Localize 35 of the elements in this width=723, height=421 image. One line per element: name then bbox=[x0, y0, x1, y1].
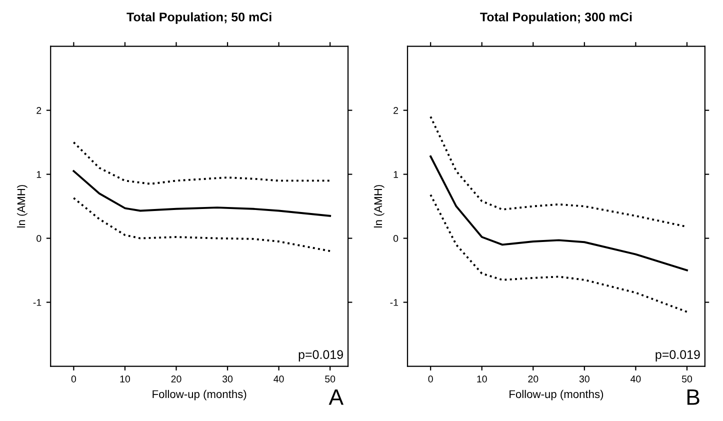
x-tick-label: 40 bbox=[274, 376, 284, 382]
chart-title: Total Population; 50 mCi bbox=[126, 12, 272, 24]
annotation: p=0.019 bbox=[656, 350, 700, 362]
y-tick-label: 2 bbox=[394, 107, 398, 114]
y-tick-label: 0 bbox=[393, 235, 398, 242]
y-axis-title: ln (AMH) bbox=[374, 185, 384, 228]
y-tick-label: -1 bbox=[390, 299, 398, 306]
x-tick-label: 10 bbox=[120, 376, 130, 382]
x-tick-label: 50 bbox=[325, 376, 336, 382]
line-series bbox=[430, 194, 688, 313]
y-tick-label: 1 bbox=[394, 171, 398, 178]
x-axis-title: Follow-up (months) bbox=[510, 390, 604, 400]
annotation: p=0.019 bbox=[298, 350, 343, 362]
line-series bbox=[72, 170, 332, 217]
x-axis-title: Follow-up (months) bbox=[152, 390, 246, 400]
x-tick-label: 20 bbox=[528, 376, 538, 382]
y-tick-label: 0 bbox=[36, 235, 42, 242]
x-tick-label: 0 bbox=[428, 376, 433, 382]
line-series bbox=[430, 155, 688, 272]
text: A bbox=[328, 389, 344, 405]
y-axis-title: ln (AMH) bbox=[17, 185, 28, 228]
y-tick-label: -1 bbox=[33, 299, 42, 306]
x-tick-label: 10 bbox=[477, 376, 487, 382]
y-tick-label: 1 bbox=[36, 171, 42, 178]
line-series bbox=[72, 196, 332, 252]
line-series bbox=[72, 141, 332, 185]
x-tick-label: 40 bbox=[630, 376, 641, 382]
x-tick-label: 50 bbox=[682, 376, 692, 382]
x-tick-label: 20 bbox=[171, 376, 182, 382]
x-tick-label: 30 bbox=[579, 376, 590, 382]
x-tick-label: 0 bbox=[71, 376, 76, 382]
x-tick-label: 30 bbox=[222, 376, 233, 382]
text: B bbox=[687, 389, 700, 405]
chart-title: Total Population; 300 mCi bbox=[480, 12, 632, 24]
y-tick-label: 2 bbox=[36, 107, 42, 114]
